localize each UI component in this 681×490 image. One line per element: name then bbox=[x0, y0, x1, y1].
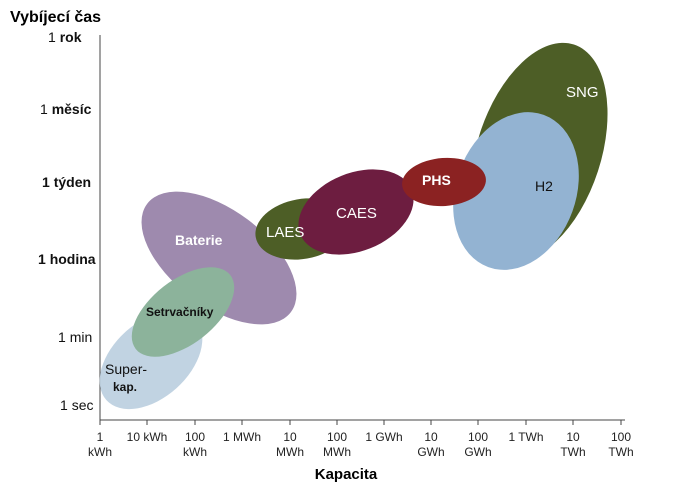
x-tick-1-mwh: 1 MWh bbox=[223, 430, 261, 444]
h2-label: H2 bbox=[535, 178, 553, 194]
x-tick-10-gwh-unit: GWh bbox=[417, 445, 444, 459]
phs-region bbox=[402, 157, 486, 207]
x-axis-tick-marks bbox=[99, 420, 622, 425]
baterie-label: Baterie bbox=[175, 232, 223, 248]
caes-label: CAES bbox=[336, 205, 377, 222]
y-tick-min: 1 min bbox=[58, 329, 92, 345]
y-tick-mesic: 1 měsíc bbox=[40, 101, 92, 117]
phs-label: PHS bbox=[422, 172, 451, 188]
caes-region bbox=[298, 169, 414, 255]
superkap-label-line1: Super- bbox=[105, 361, 147, 377]
x-axis-title: Kapacita bbox=[315, 466, 378, 483]
baterie-region bbox=[141, 191, 297, 325]
y-tick-rok: 1 rok bbox=[48, 29, 82, 45]
x-tick-10-kwh: 10 kWh bbox=[127, 430, 168, 444]
x-tick-100-gwh: 100 bbox=[468, 430, 488, 444]
x-tick-1-gwh: 1 GWh bbox=[365, 430, 402, 444]
x-tick-1-kwh-unit: kWh bbox=[88, 445, 112, 459]
laes-label: LAES bbox=[266, 224, 304, 241]
x-tick-10-mwh-unit: MWh bbox=[276, 445, 304, 459]
y-tick-tyden: 1 týden bbox=[42, 174, 91, 190]
x-tick-100-mwh: 100 bbox=[327, 430, 347, 444]
technology-regions bbox=[99, 42, 608, 410]
h2-region bbox=[453, 112, 579, 270]
x-tick-10-twh-unit: TWh bbox=[560, 445, 585, 459]
technology-labels: SNG H2 PHS LAES CAES Baterie Setrvačníky… bbox=[105, 84, 599, 394]
setrvacniky-label: Setrvačníky bbox=[146, 305, 214, 319]
y-axis-title: Vybíjecí čas bbox=[10, 9, 101, 26]
x-axis-ticks: 1 kWh 10 kWh 100 kWh 1 MWh 10 MWh 100 MW… bbox=[88, 430, 634, 459]
x-tick-1-twh: 1 TWh bbox=[508, 430, 543, 444]
x-tick-100-kwh-unit: kWh bbox=[183, 445, 207, 459]
setrvacniky-region bbox=[131, 267, 235, 357]
y-tick-hodina: 1 hodina bbox=[38, 251, 96, 267]
x-tick-10-gwh: 10 bbox=[424, 430, 438, 444]
x-tick-100-twh-unit: TWh bbox=[608, 445, 633, 459]
y-axis-ticks: 1 rok 1 měsíc 1 týden 1 hodina 1 min 1 s… bbox=[38, 29, 96, 413]
x-tick-10-mwh: 10 bbox=[283, 430, 297, 444]
x-tick-1-kwh: 1 bbox=[97, 430, 104, 444]
y-tick-sec: 1 sec bbox=[60, 397, 93, 413]
x-tick-100-kwh: 100 bbox=[185, 430, 205, 444]
superkap-label-line2: kap. bbox=[113, 380, 137, 394]
x-tick-100-twh: 100 bbox=[611, 430, 631, 444]
x-tick-100-mwh-unit: MWh bbox=[323, 445, 351, 459]
x-tick-100-gwh-unit: GWh bbox=[464, 445, 491, 459]
sng-label: SNG bbox=[566, 84, 599, 101]
x-tick-10-twh: 10 bbox=[566, 430, 580, 444]
